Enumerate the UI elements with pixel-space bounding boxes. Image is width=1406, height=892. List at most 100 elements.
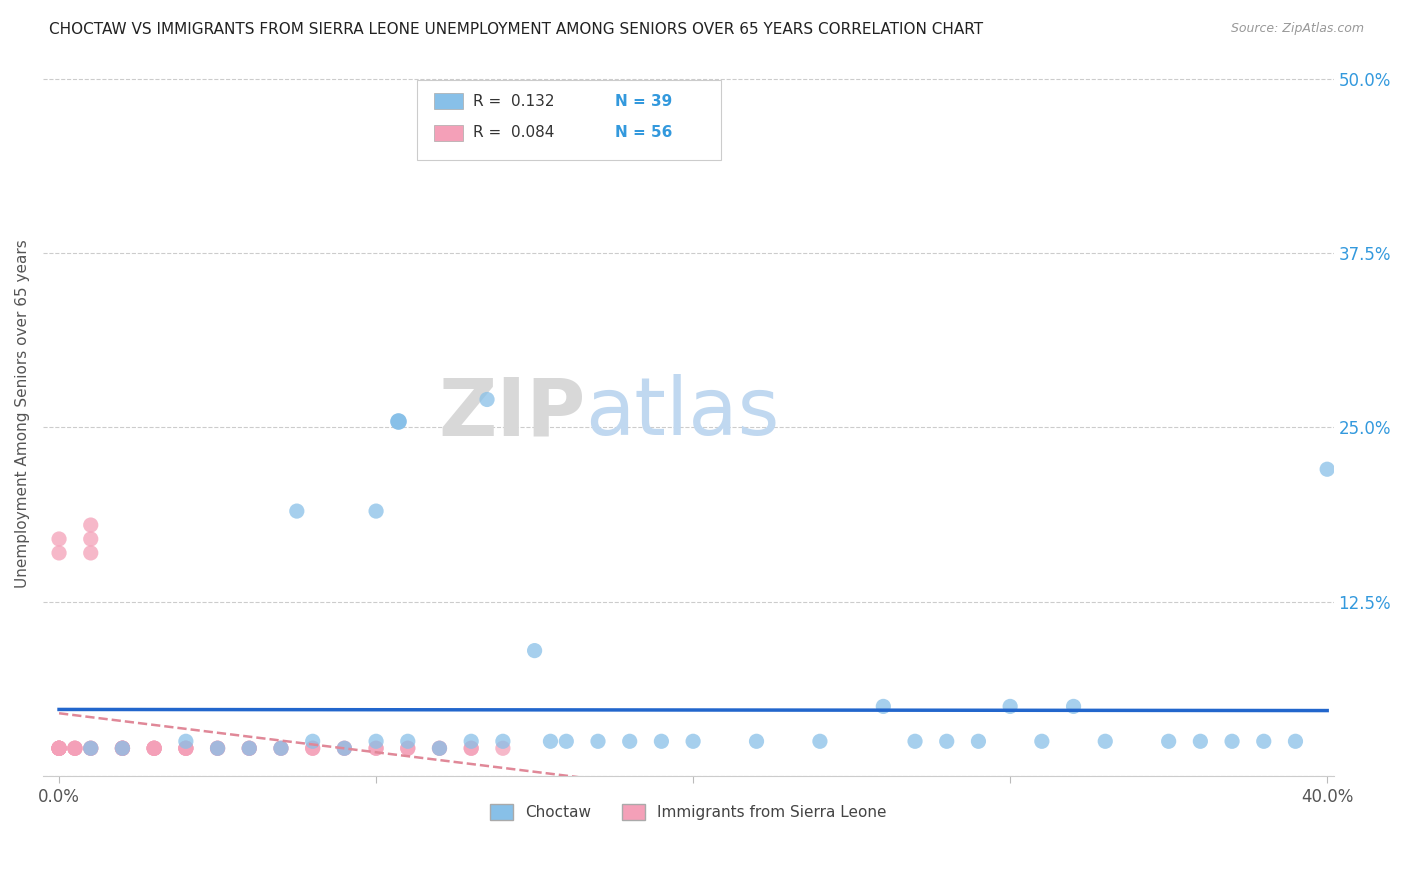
- Point: [174, 741, 197, 756]
- Point: [301, 741, 323, 756]
- Point: [475, 392, 498, 407]
- Point: [460, 741, 482, 756]
- Point: [174, 741, 197, 756]
- Point: [48, 741, 70, 756]
- Point: [538, 734, 561, 748]
- Point: [48, 741, 70, 756]
- Point: [143, 741, 166, 756]
- Point: [111, 741, 134, 756]
- Y-axis label: Unemployment Among Seniors over 65 years: Unemployment Among Seniors over 65 years: [15, 239, 30, 588]
- FancyBboxPatch shape: [418, 79, 721, 160]
- Point: [333, 741, 356, 756]
- Point: [998, 699, 1021, 714]
- Point: [1063, 699, 1085, 714]
- Point: [48, 532, 70, 546]
- Point: [301, 734, 323, 748]
- Bar: [434, 94, 463, 110]
- Point: [935, 734, 957, 748]
- Point: [207, 741, 229, 756]
- Point: [80, 546, 103, 560]
- Point: [143, 741, 166, 756]
- Point: [174, 741, 197, 756]
- Text: N = 56: N = 56: [614, 125, 672, 140]
- Point: [333, 741, 356, 756]
- Point: [270, 741, 292, 756]
- Point: [1094, 734, 1116, 748]
- Point: [429, 741, 451, 756]
- Point: [285, 504, 308, 518]
- Point: [111, 741, 134, 756]
- Point: [80, 741, 103, 756]
- Point: [63, 741, 86, 756]
- Point: [1157, 734, 1180, 748]
- Point: [808, 734, 831, 748]
- Point: [48, 741, 70, 756]
- Point: [143, 741, 166, 756]
- Text: N = 39: N = 39: [614, 94, 672, 109]
- Point: [650, 734, 672, 748]
- Point: [238, 741, 260, 756]
- Point: [80, 518, 103, 533]
- Point: [111, 741, 134, 756]
- Point: [270, 741, 292, 756]
- Bar: [434, 125, 463, 141]
- Point: [492, 741, 515, 756]
- Point: [429, 741, 451, 756]
- Point: [1316, 462, 1339, 476]
- Point: [111, 741, 134, 756]
- Point: [396, 741, 419, 756]
- Point: [1220, 734, 1243, 748]
- Point: [872, 699, 894, 714]
- Point: [48, 741, 70, 756]
- Point: [63, 741, 86, 756]
- Point: [1284, 734, 1306, 748]
- Point: [174, 741, 197, 756]
- Point: [48, 741, 70, 756]
- Point: [619, 734, 641, 748]
- Point: [920, 86, 942, 100]
- Point: [238, 741, 260, 756]
- Point: [364, 741, 387, 756]
- Point: [238, 741, 260, 756]
- Point: [904, 734, 927, 748]
- Point: [80, 532, 103, 546]
- Point: [1253, 734, 1275, 748]
- Point: [111, 741, 134, 756]
- Point: [460, 734, 482, 748]
- Point: [586, 734, 609, 748]
- Point: [207, 741, 229, 756]
- Point: [63, 741, 86, 756]
- Point: [333, 741, 356, 756]
- Point: [364, 741, 387, 756]
- Point: [111, 741, 134, 756]
- Text: R =  0.084: R = 0.084: [472, 125, 554, 140]
- Point: [429, 741, 451, 756]
- Point: [80, 741, 103, 756]
- Point: [967, 734, 990, 748]
- Point: [460, 741, 482, 756]
- Point: [238, 741, 260, 756]
- Point: [48, 741, 70, 756]
- Point: [523, 643, 546, 657]
- Point: [270, 741, 292, 756]
- Legend: Choctaw, Immigrants from Sierra Leone: Choctaw, Immigrants from Sierra Leone: [484, 798, 893, 827]
- Text: ZIP: ZIP: [437, 375, 585, 452]
- Point: [80, 741, 103, 756]
- Point: [682, 734, 704, 748]
- Point: [1031, 734, 1053, 748]
- Point: [364, 734, 387, 748]
- Text: Source: ZipAtlas.com: Source: ZipAtlas.com: [1230, 22, 1364, 36]
- Point: [111, 741, 134, 756]
- Point: [48, 546, 70, 560]
- Point: [364, 504, 387, 518]
- Point: [143, 741, 166, 756]
- Point: [745, 734, 768, 748]
- Point: [396, 734, 419, 748]
- Point: [1189, 734, 1212, 748]
- Text: R =  0.132: R = 0.132: [472, 94, 554, 109]
- Point: [301, 741, 323, 756]
- Text: CHOCTAW VS IMMIGRANTS FROM SIERRA LEONE UNEMPLOYMENT AMONG SENIORS OVER 65 YEARS: CHOCTAW VS IMMIGRANTS FROM SIERRA LEONE …: [49, 22, 983, 37]
- Point: [555, 734, 578, 748]
- Text: atlas: atlas: [585, 375, 779, 452]
- Point: [174, 734, 197, 748]
